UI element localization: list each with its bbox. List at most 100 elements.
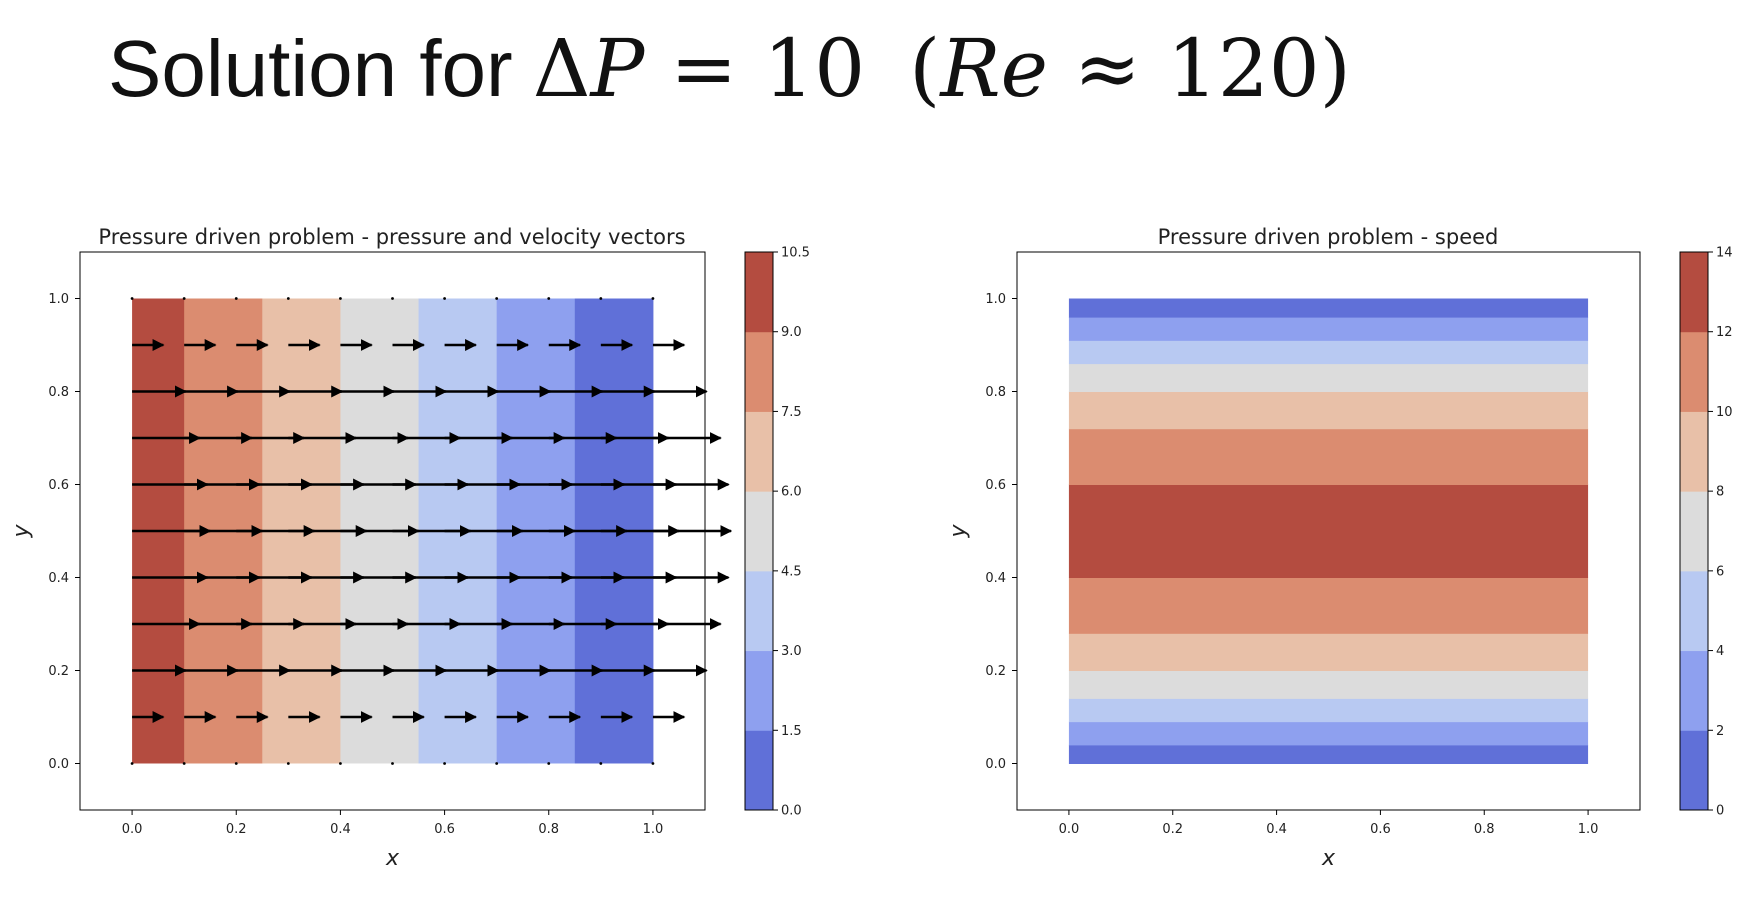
colorbar-tick-label: 6 [1716,564,1724,579]
colorbar-tick-label: 3.0 [781,644,802,659]
velocity-arrow [182,762,186,765]
velocity-arrow [391,297,394,300]
title-value: 10 [763,22,866,115]
colorbar-tick-label: 2 [1716,724,1724,739]
y-axis-label: y [946,524,971,539]
velocity-arrow [443,297,446,300]
title-approx: ≈ [1073,22,1141,115]
contour-band [1068,428,1589,485]
velocity-arrow [130,297,134,300]
y-tick-label: 0.0 [48,757,69,772]
velocity-arrow [651,762,655,765]
velocity-arrow [547,762,551,765]
y-tick-label: 1.0 [48,292,69,307]
velocity-arrow [286,297,290,300]
x-tick-label: 0.2 [226,822,247,837]
x-tick-label: 0.6 [434,822,455,837]
velocity-arrow [339,762,342,765]
contour-band [1068,698,1589,723]
contour-band [1068,577,1589,634]
y-tick-label: 0.2 [48,664,69,679]
colorbar-tick-label: 4 [1716,644,1724,659]
pressure-velocity-chart: 0.0 0.2 0.4 0.6 0.8 1.0 0.0 0.2 0.4 0.6 0.8 1.0 x y Pr… [9,225,810,871]
y-tick-label: 0.4 [985,571,1006,586]
colorbar-tick-label: 0 [1716,804,1724,819]
velocity-arrow [286,762,290,765]
x-tick-label: 0.4 [330,822,351,837]
title-re-value: 120 [1166,22,1320,115]
title-paren-open: ( [909,22,941,115]
colorbar-segment [1680,730,1708,811]
x-axis-label: x [1321,846,1336,871]
slide-title: Solution for ΔP = 10 (Re ≈120) [108,22,1351,132]
title-paren-close: ) [1319,22,1351,115]
colorbar-segment [745,331,773,412]
x-tick-label: 0.0 [1059,822,1080,837]
y-tick-label: 0.4 [48,571,69,586]
colorbar-segment [1680,252,1708,333]
x-tick-label: 1.0 [643,822,664,837]
colorbar-tick-label: 6.0 [781,485,802,500]
velocity-arrow [339,297,342,300]
chart-title: Pressure driven problem - speed [1158,225,1499,249]
colorbar-tick-label: 10 [1716,405,1733,420]
colorbar-tick-label: 12 [1716,325,1733,340]
y-tick-label: 0.6 [48,478,69,493]
x-tick-label: 0.6 [1370,822,1391,837]
velocity-arrow [182,297,186,300]
velocity-arrow [391,762,394,765]
contour-band [1068,721,1589,746]
contour-band [1068,670,1589,699]
colorbar-segment [745,730,773,811]
contour-band [1068,633,1589,671]
colorbar-segment [745,570,773,652]
x-tick-label: 0.0 [122,822,143,837]
title-re: Re [940,22,1048,115]
title-text: Solution for [108,24,513,113]
colorbar-segment [1680,650,1708,731]
colorbar-frame [744,251,774,811]
speed-chart: 0.0 0.2 0.4 0.6 0.8 1.0 0.0 0.2 0.4 0.6 0.8 1.0 x y Pr… [946,225,1733,871]
colorbar-segment [745,411,773,492]
velocity-arrow [599,762,603,765]
y-tick-label: 0.8 [48,385,69,400]
y-tick-label: 0.6 [985,478,1006,493]
x-tick-label: 0.4 [1266,822,1287,837]
x-axis-label: x [385,846,400,871]
axes-frame [1016,251,1641,811]
x-tick-label: 1.0 [1578,822,1599,837]
y-axis-label: y [9,524,34,539]
colorbar-segment [745,252,773,333]
colorbar-tick-label: 10.5 [781,246,810,261]
colorbar-tick-label: 14 [1716,246,1733,261]
velocity-arrow [599,297,603,300]
contour-band [1068,363,1589,392]
colorbar-tick-label: 0.0 [781,804,802,819]
colorbar-frame [1679,251,1709,811]
velocity-arrow [495,297,499,300]
colorbar-tick-label: 8 [1716,485,1724,500]
velocity-arrow [495,762,499,765]
title-eq: = [670,22,738,115]
x-tick-label: 0.8 [538,822,559,837]
axes-frame [79,251,706,811]
colorbar-segment [1680,570,1708,652]
x-tick-label: 0.8 [1474,822,1495,837]
colorbar-tick-label: 7.5 [781,405,802,420]
y-tick-label: 0.0 [985,757,1006,772]
velocity-arrow [234,297,238,300]
colorbar-segment [1680,331,1708,412]
velocity-arrow [547,297,551,300]
colorbar-tick-label: 4.5 [781,564,802,579]
colorbar-segment [745,650,773,731]
y-tick-label: 0.2 [985,664,1006,679]
velocity-arrow [651,297,655,300]
velocity-arrow [234,762,238,765]
contour-band [1068,391,1589,430]
velocity-arrow [130,762,134,765]
title-delta: Δ [532,22,591,115]
contour-band [1068,298,1589,318]
title-math: ΔP = 10 (Re ≈120) [533,22,1351,115]
contour-band [1068,744,1589,764]
